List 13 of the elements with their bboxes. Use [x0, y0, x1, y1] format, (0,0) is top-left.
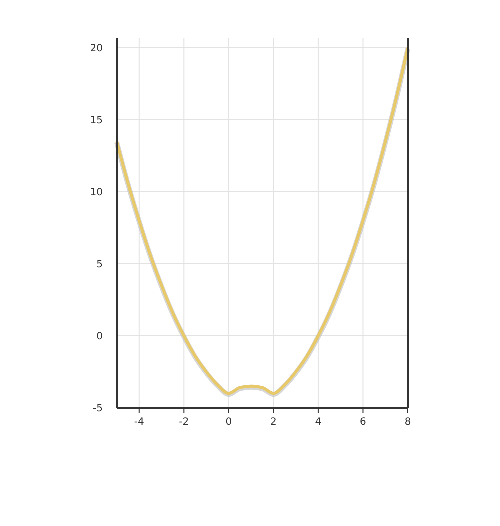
x-tick-label: 4	[315, 417, 322, 428]
y-tick-label: 20	[90, 44, 103, 54]
x-tick-label: 0	[226, 417, 232, 428]
x-tick-label: -4	[134, 417, 144, 428]
y-tick-label: 5	[96, 260, 103, 270]
x-tick-label: -2	[179, 417, 190, 428]
x-tick-label: 8	[404, 417, 412, 428]
y-tick-label: 15	[90, 116, 103, 126]
x-tick-label: 2	[270, 417, 277, 428]
y-tick-label: -5	[93, 404, 103, 414]
x-tick-label: 6	[360, 417, 366, 428]
y-tick-label: 10	[90, 188, 103, 198]
y-tick-label: 0	[96, 332, 103, 342]
